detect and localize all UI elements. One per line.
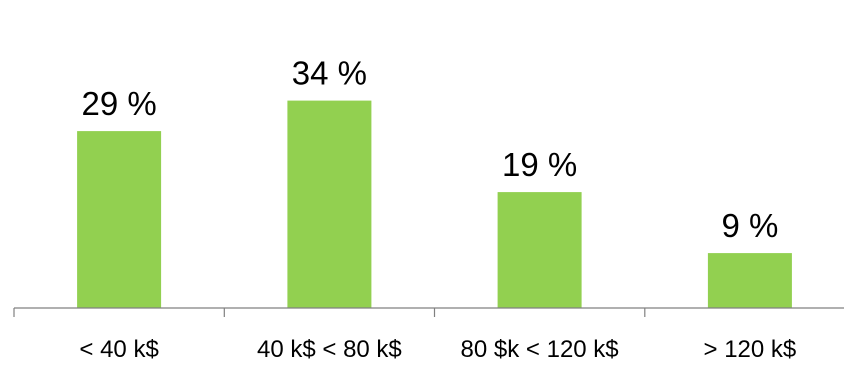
bar-2 [497, 192, 582, 308]
category-label-3: > 120 k$ [704, 336, 797, 360]
bar-3 [707, 253, 792, 308]
tick-labels-group: < 40 k$ 40 k$ < 80 k$ 80 $k < 120 k$ > 120 … [79, 336, 797, 363]
category-label-0: < 40 k$ [79, 336, 158, 360]
category-label-1: 40 k$ < 80 k$ [257, 336, 402, 360]
x-axis [13, 307, 844, 317]
data-label-1: 34 % [292, 55, 367, 92]
bar-0 [77, 131, 162, 308]
category-label-2: 80 $k < 120 k$ [461, 336, 619, 360]
bars-group [77, 100, 792, 308]
data-label-0: 29 % [81, 85, 156, 122]
bar-1 [287, 100, 372, 308]
data-label-3: 9 % [721, 207, 778, 244]
data-label-2: 19 % [502, 146, 577, 183]
data-labels-group: 29 % 34 % 19 % 9 % [81, 55, 778, 245]
